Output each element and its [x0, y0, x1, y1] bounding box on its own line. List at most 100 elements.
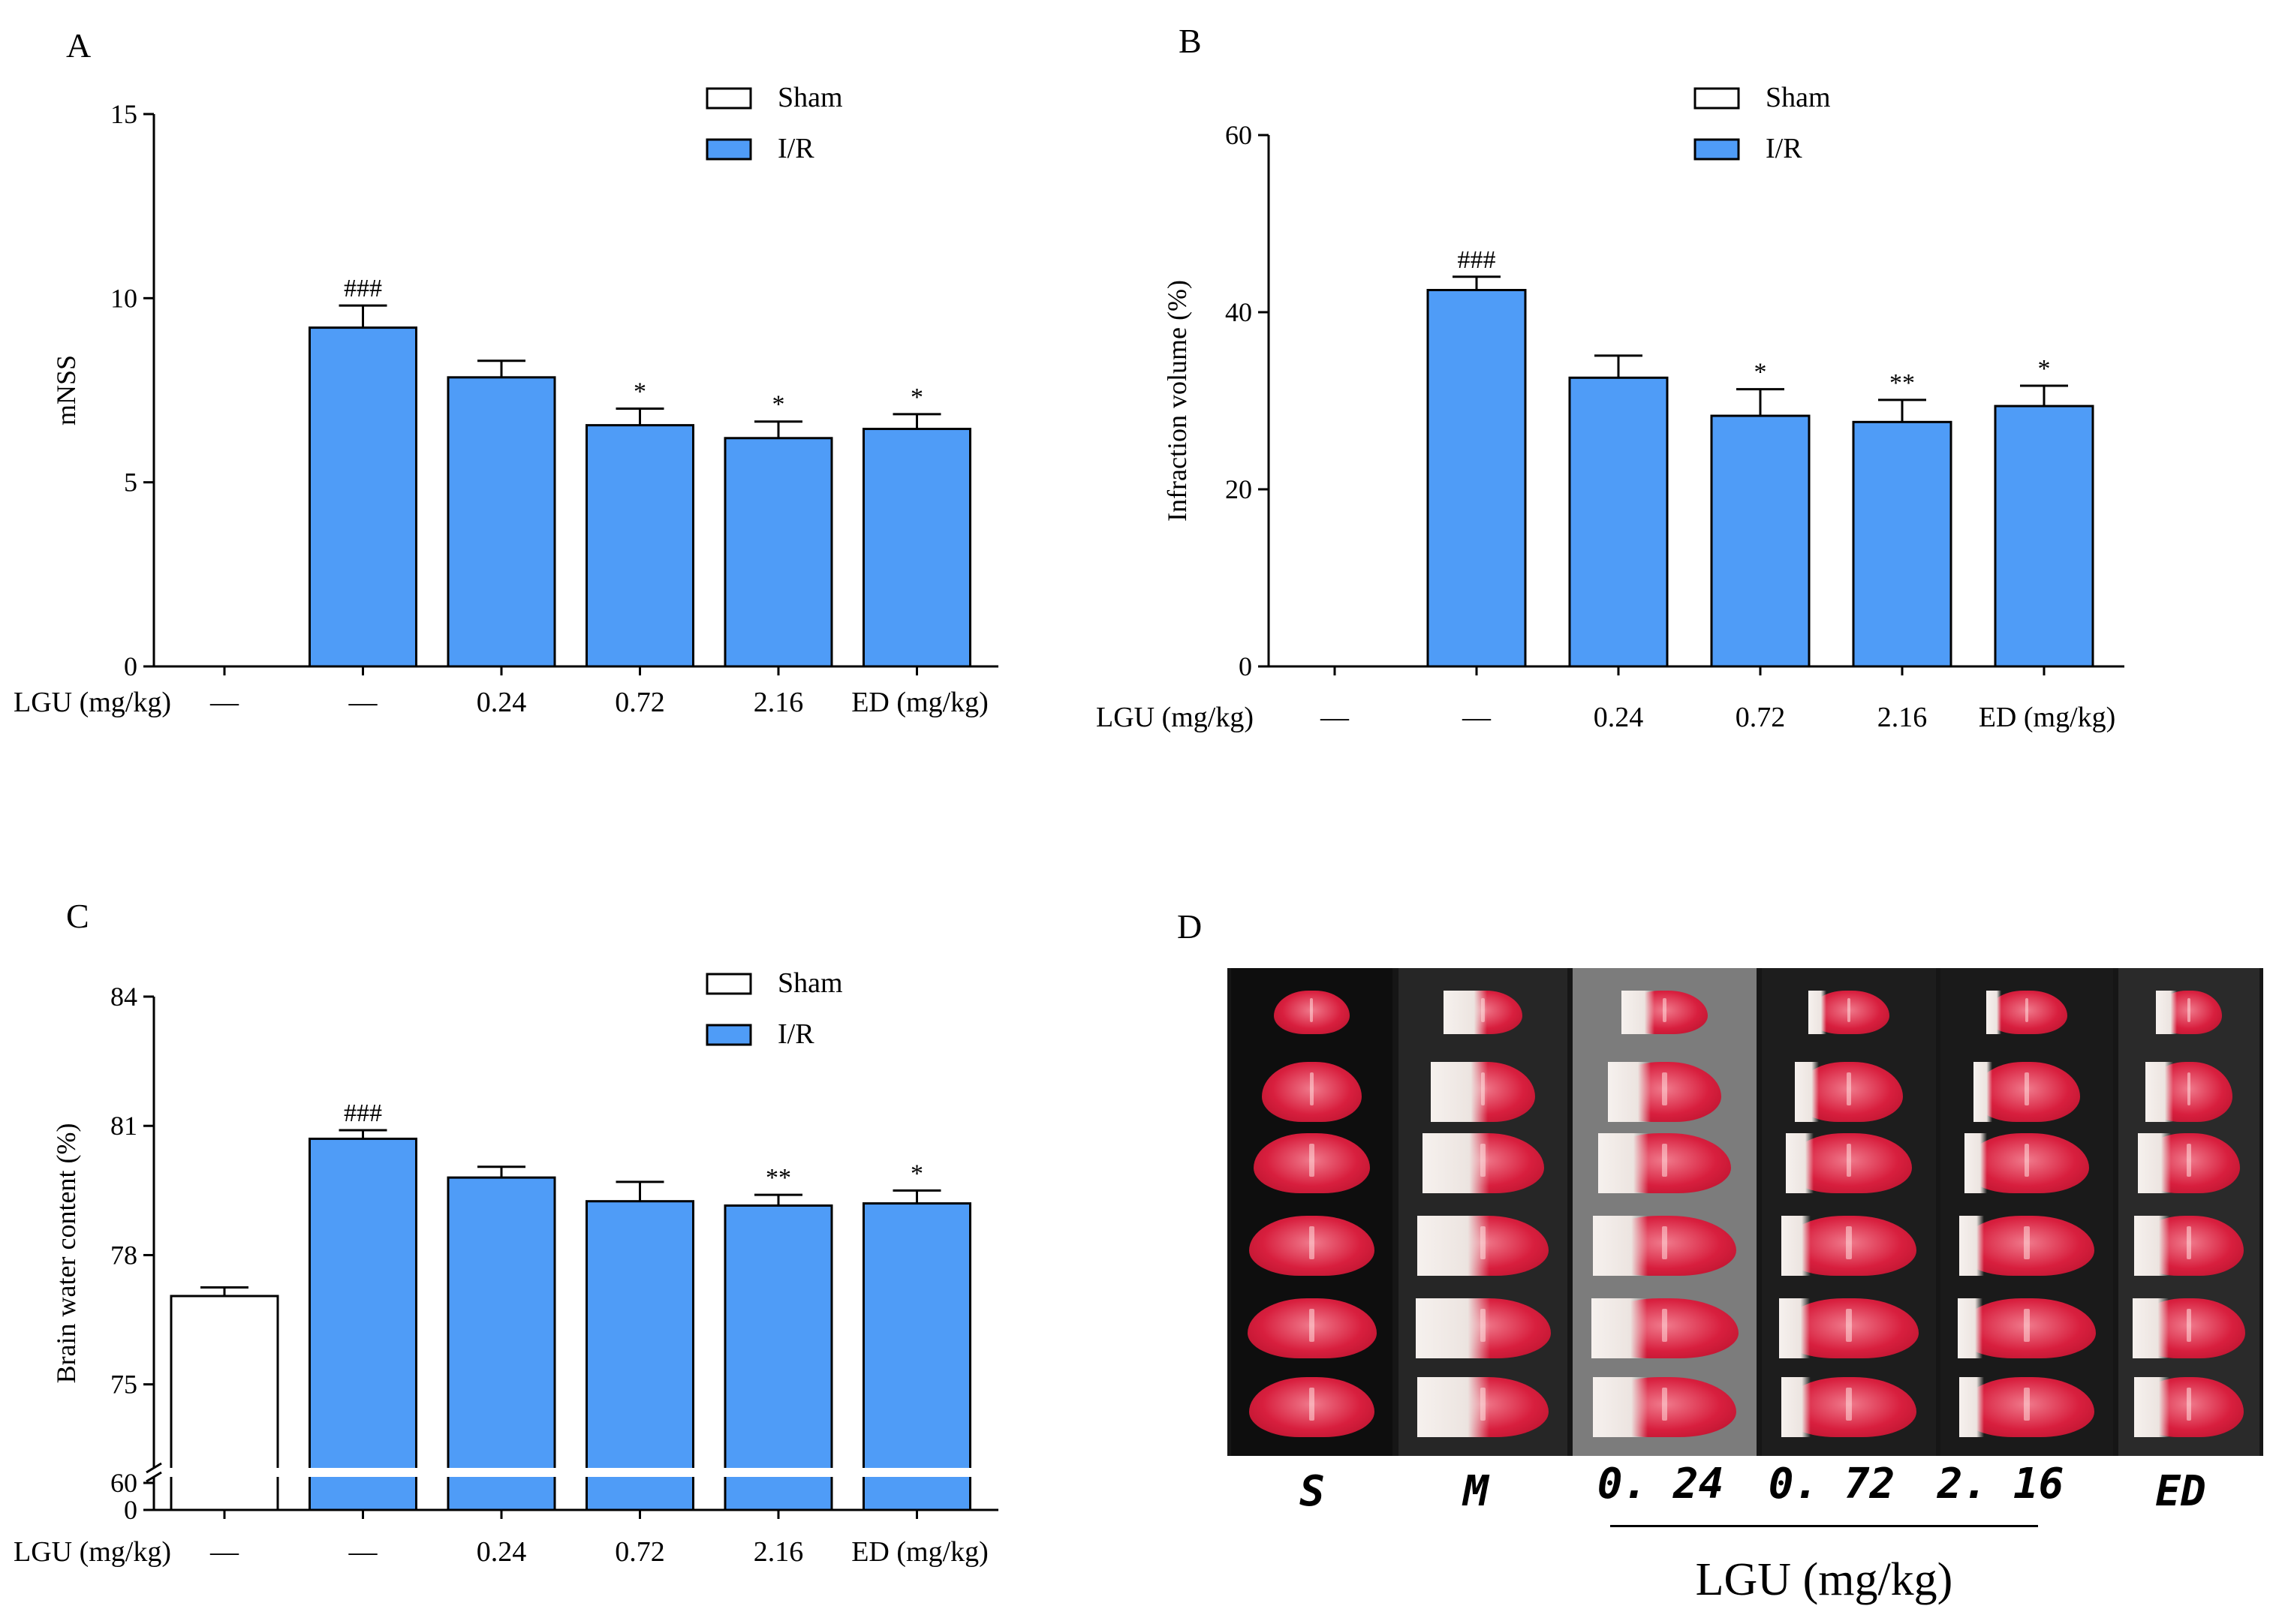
significance-label: ### — [344, 275, 382, 302]
significance-label: * — [911, 1159, 923, 1187]
x-group-label: 0.72 — [615, 1536, 665, 1568]
brain-slice — [1959, 1216, 2094, 1276]
bar-a-6 — [863, 428, 971, 668]
significance-label: * — [2038, 355, 2051, 383]
x-group-label: — — [348, 1536, 378, 1568]
brain-slice — [2133, 1377, 2244, 1437]
bar-c-3 — [447, 1176, 556, 1511]
x-group-label: ED (mg/kg) — [1979, 702, 2116, 733]
brain-slices-photo — [1227, 968, 2263, 1456]
brain-slice — [1247, 1298, 1377, 1358]
x-prefix-label: LGU (mg/kg) — [1096, 702, 1254, 733]
y-tick-label: 5 — [124, 468, 137, 498]
bar-c-1 — [170, 1295, 279, 1511]
x-group-label: 0.72 — [615, 687, 665, 718]
bar-a-5 — [724, 437, 833, 668]
bar-break-band — [306, 1468, 420, 1477]
brain-slice — [1592, 1377, 1737, 1437]
brain-slice — [1248, 1377, 1375, 1437]
photo-group-label: S — [1299, 1467, 1325, 1516]
significance-label: ### — [1458, 246, 1496, 274]
legend-swatch-sham — [706, 973, 752, 995]
bar-b-6 — [1994, 404, 2094, 668]
panel-letter-a: A — [66, 26, 91, 65]
bar-b-5 — [1852, 420, 1952, 668]
bar-break-band — [722, 1468, 835, 1477]
x-group-label: 0.24 — [477, 687, 527, 718]
x-group-label: 2.16 — [754, 687, 804, 718]
legend-swatch-sham — [1693, 87, 1740, 110]
significance-label: ** — [766, 1164, 791, 1192]
bar-break-band — [445, 1468, 558, 1477]
brain-slice — [1607, 1062, 1722, 1122]
x-group-label: — — [209, 1536, 239, 1568]
chart-panel-a: A 0 5 10 15 mNSS — ### — 0.24 * 0.72 * 2.16 * ED (mg/kg… — [14, 26, 998, 718]
brain-slice — [1786, 1133, 1912, 1193]
y-tick-label: 0 — [1239, 651, 1252, 681]
y-tick-label: 78 — [110, 1240, 137, 1270]
y-tick-label: 60 — [1225, 120, 1252, 150]
x-group-label: — — [209, 687, 239, 718]
photo-group-label: 2. 16 — [1937, 1460, 2064, 1508]
panel-letter-b: B — [1179, 22, 1202, 60]
brain-slice — [1781, 1216, 1917, 1276]
brain-slice — [1958, 1298, 2096, 1358]
legend-swatch-ir — [706, 1024, 752, 1046]
bar-b-3 — [1568, 376, 1669, 668]
significance-label: * — [1754, 359, 1767, 386]
brain-slice — [1795, 1062, 1903, 1122]
significance-label: * — [772, 391, 785, 419]
x-group-label: ED (mg/kg) — [851, 687, 989, 718]
brain-slice — [1248, 1216, 1375, 1276]
brain-slice — [1621, 991, 1708, 1034]
x-group-label: 0.72 — [1736, 702, 1786, 733]
photo-group-label: M — [1463, 1467, 1489, 1516]
brain-slice — [1254, 1133, 1370, 1193]
brain-slice — [1598, 1133, 1731, 1193]
brain-slice — [1416, 1216, 1549, 1276]
y-tick-label: 0 — [124, 1495, 137, 1525]
bar-c-5 — [724, 1204, 833, 1511]
bar-c-4 — [586, 1200, 694, 1511]
brain-slice — [1973, 1062, 2081, 1122]
legend-label-ir: I/R — [778, 1018, 814, 1050]
lgu-caption: LGU (mg/kg) — [1695, 1554, 1953, 1605]
brain-slice — [1964, 1133, 2089, 1193]
y-axis-break-mark — [146, 1471, 162, 1483]
legend-label-sham: Sham — [1766, 82, 1831, 113]
y-axis-title: Infraction volume (%) — [1162, 280, 1192, 522]
legend-swatch-ir — [706, 138, 752, 161]
photo-group-label: 0. 72 — [1768, 1460, 1895, 1508]
photo-slide — [1940, 968, 2113, 1456]
x-group-label: ED (mg/kg) — [851, 1536, 989, 1568]
x-group-label: 2.16 — [1877, 702, 1928, 733]
photo-group-label: 0. 24 — [1597, 1460, 1724, 1508]
significance-label: * — [911, 383, 923, 411]
x-prefix-label: LGU (mg/kg) — [14, 687, 171, 718]
brain-slice — [2145, 1062, 2233, 1122]
x-group-label: — — [1462, 702, 1492, 733]
brain-slice — [1422, 1133, 1544, 1193]
legend-label-ir: I/R — [778, 133, 814, 164]
brain-slice — [1779, 1298, 1919, 1358]
x-group-label: — — [348, 687, 378, 718]
x-prefix-label: LGU (mg/kg) — [14, 1536, 171, 1568]
y-tick-label: 40 — [1225, 297, 1252, 327]
photo-slide — [1231, 968, 1392, 1456]
legend-label-sham: Sham — [778, 967, 843, 999]
y-tick-label: 15 — [110, 99, 137, 129]
brain-slice — [1261, 1062, 1362, 1122]
x-group-label: 0.24 — [1594, 702, 1644, 733]
bar-break-band — [583, 1468, 697, 1477]
y-tick-label: 84 — [110, 982, 137, 1012]
brain-slice — [2133, 1216, 2244, 1276]
bar-a-4 — [586, 424, 694, 668]
y-tick-label: 10 — [110, 283, 137, 313]
legend-label-ir: I/R — [1766, 133, 1802, 164]
brain-slice — [1591, 1298, 1739, 1358]
y-tick-label: 0 — [124, 651, 137, 681]
brain-slice — [1592, 1216, 1737, 1276]
photo-slide — [1398, 968, 1567, 1456]
chart-panel-c: C 060 75 78 81 84 Brain water content (%) — ### —… — [14, 897, 998, 1568]
y-axis-title: Brain water content (%) — [51, 1123, 81, 1384]
